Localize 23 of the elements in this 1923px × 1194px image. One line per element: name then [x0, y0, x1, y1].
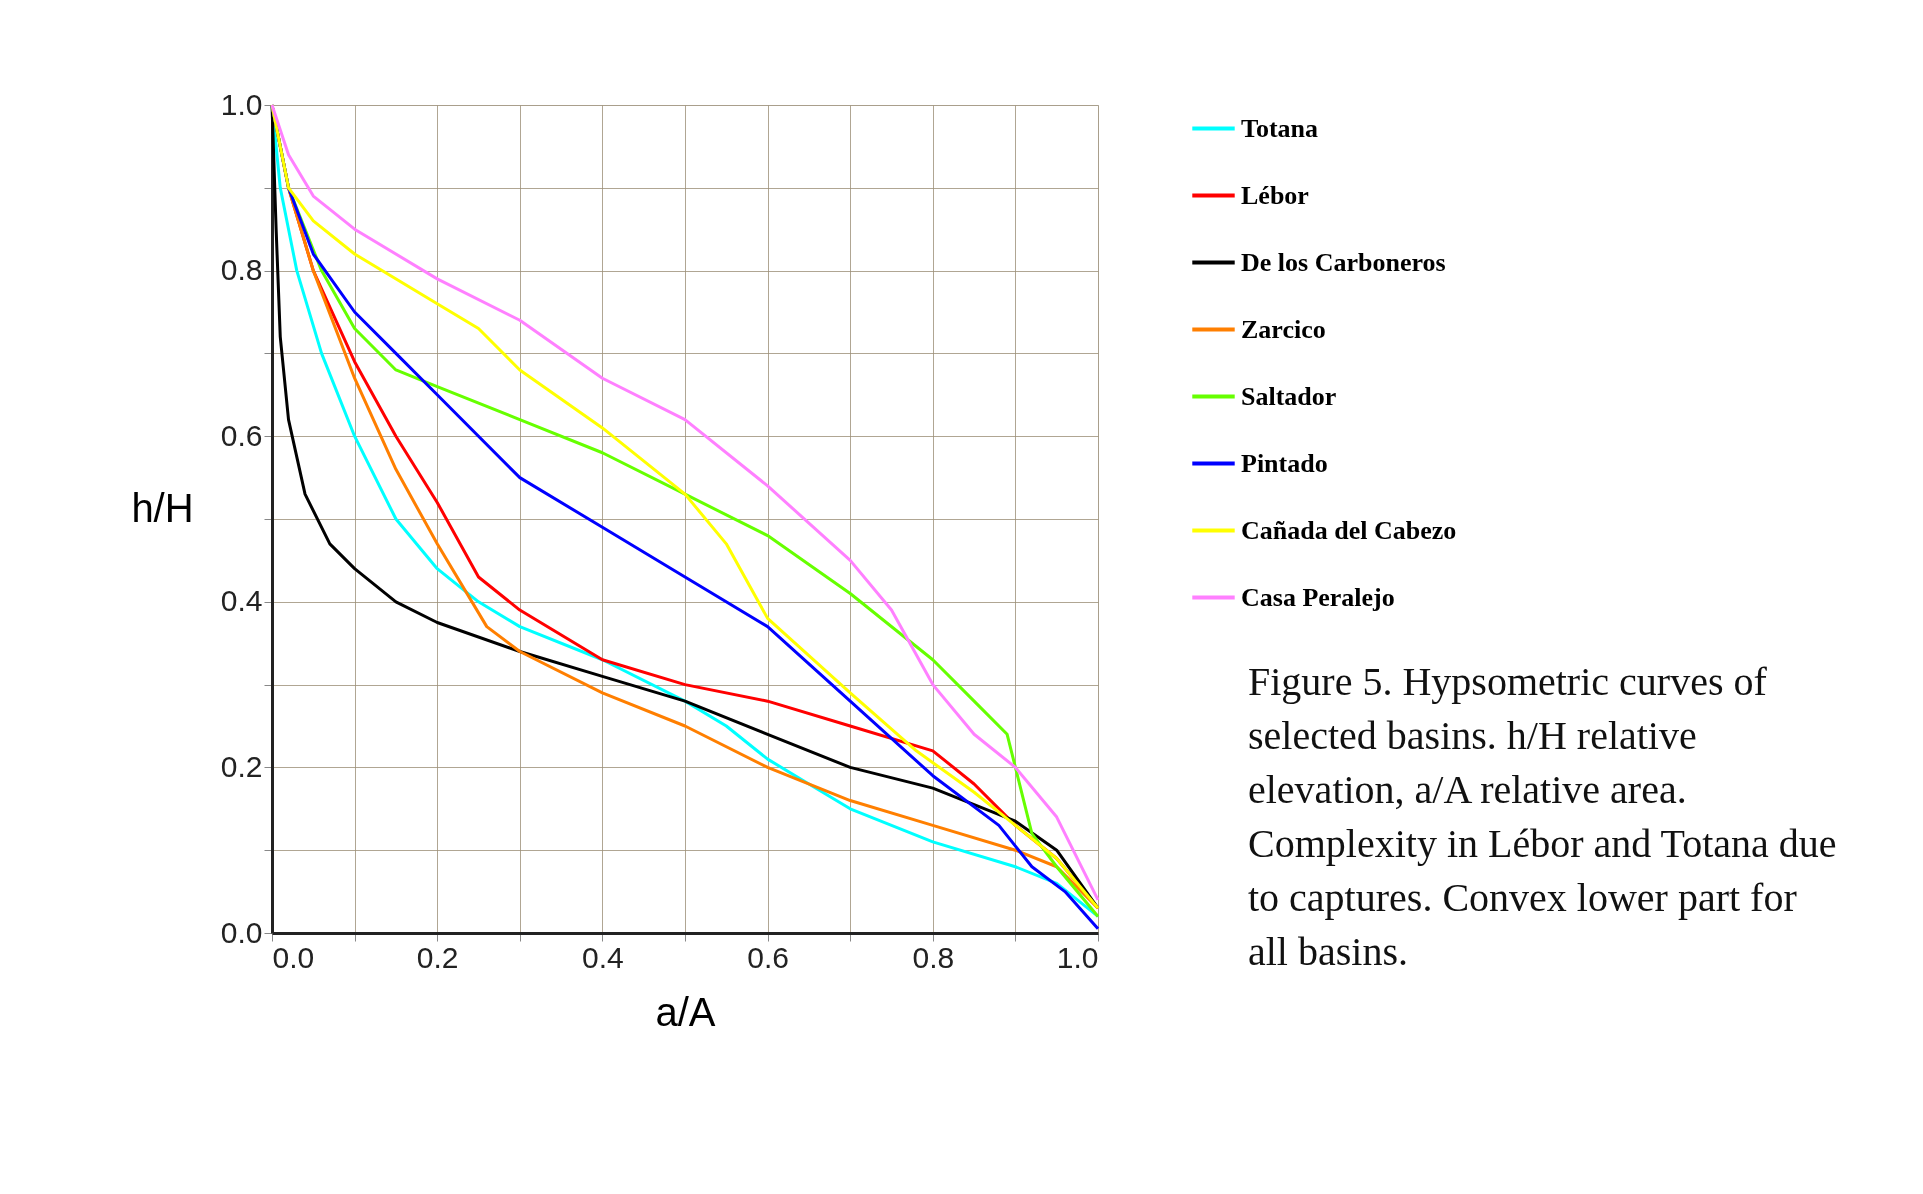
y-tick-label: 0.0: [220, 915, 263, 949]
x-axis-title: a/A: [655, 989, 716, 1034]
y-tick-label: 1.0: [220, 87, 263, 121]
x-tick-label: 0.6: [747, 940, 789, 974]
y-axis-title: h/H: [131, 485, 194, 530]
legend-label: Totana: [1241, 113, 1319, 143]
x-tick-label: 1.0: [1056, 940, 1099, 974]
y-tick-label: 0.8: [220, 253, 263, 287]
y-tick-label: 0.6: [220, 418, 263, 452]
legend-label: Lébor: [1241, 180, 1309, 210]
legend-label: Saltador: [1241, 381, 1337, 411]
legend-label: De los Carboneros: [1241, 247, 1446, 277]
legend-label: Cañada del Cabezo: [1241, 515, 1457, 545]
y-tick-label: 0.2: [220, 749, 263, 783]
caption: Figure 5. Hypsometric curves of selected basins. h/H relative elevation, a/A relative area. Complexity in Lébor and Totana due to captures. Convex lower part for all basins.: [1248, 659, 1837, 974]
x-tick-label: 0.2: [416, 940, 459, 974]
legend-label: Zarcico: [1241, 314, 1326, 344]
x-tick-label: 0.0: [272, 940, 315, 974]
x-tick-label: 0.4: [582, 940, 624, 974]
legend-label: Casa Peralejo: [1241, 582, 1395, 612]
y-tick-label: 0.4: [220, 584, 263, 618]
x-tick-label: 0.8: [912, 940, 955, 974]
legend-label: Pintado: [1241, 448, 1328, 478]
